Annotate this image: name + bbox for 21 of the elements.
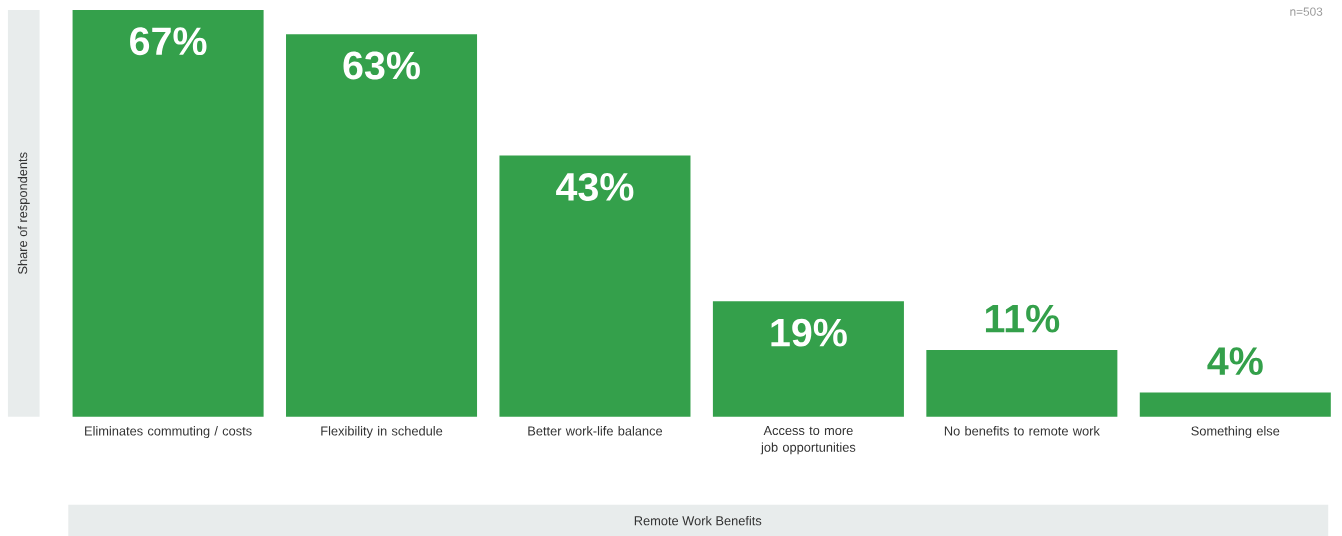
data-label: 43%	[556, 172, 634, 201]
data-label: 67%	[130, 27, 207, 55]
bar	[499, 155, 691, 417]
x-tick-label: Better work-life balance	[528, 425, 663, 436]
data-label: 63%	[343, 51, 420, 80]
bar	[926, 349, 1118, 417]
x-tick-label: Flexibility in schedule	[321, 425, 443, 438]
y-axis-title: Share of respondents	[17, 152, 30, 274]
data-label: 19%	[771, 318, 847, 347]
bar	[1139, 392, 1331, 417]
bar	[286, 33, 478, 417]
x-tick-label: Eliminates commuting / costs	[85, 425, 252, 438]
data-label: 4%	[1207, 347, 1263, 375]
bar	[712, 301, 904, 417]
x-tick-label: Something else	[1191, 425, 1280, 438]
bar	[72, 9, 264, 417]
x-tick-label: Access to more job opportunities	[760, 425, 856, 455]
annotation: n=503	[1290, 7, 1323, 16]
x-axis-title: Remote Work Benefits	[634, 515, 762, 526]
x-tick-label: No benefits to remote work	[944, 425, 1100, 436]
data-label: 11%	[985, 304, 1060, 333]
